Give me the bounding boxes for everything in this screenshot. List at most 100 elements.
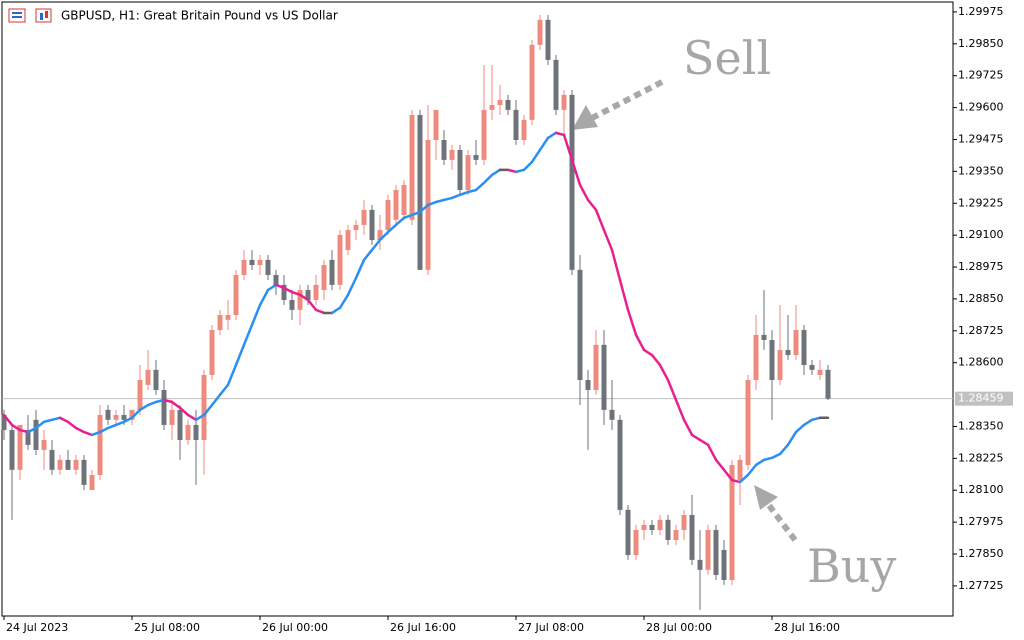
- ma-segment: [402, 213, 414, 220]
- ma-segment: [674, 398, 686, 422]
- candle-body: [657, 519, 663, 531]
- candle-body: [801, 330, 807, 365]
- ma-segment: [426, 200, 438, 207]
- candle-body: [665, 519, 671, 540]
- ma-segment: [474, 181, 486, 192]
- candle-body: [233, 274, 239, 315]
- candle-body: [321, 264, 327, 290]
- x-tick-label: 26 Jul 16:00: [390, 621, 456, 634]
- candle-body: [217, 314, 223, 331]
- ma-segment: [482, 173, 494, 185]
- x-tick-label: 25 Jul 08:00: [134, 621, 200, 634]
- ma-segment: [50, 416, 62, 422]
- candle-body: [201, 374, 207, 440]
- candle-body: [305, 289, 311, 300]
- ma-segment: [266, 283, 278, 292]
- ma-segment: [706, 443, 718, 462]
- candle-body: [105, 409, 111, 420]
- ma-segment: [490, 168, 502, 177]
- candle-body: [737, 459, 743, 481]
- ma-segment: [690, 433, 702, 442]
- ma-segment: [58, 416, 70, 424]
- ma-segment: [18, 428, 30, 434]
- candle-body: [561, 94, 567, 110]
- candle-body: [57, 459, 63, 470]
- x-tick-label: 28 Jul 00:00: [646, 621, 712, 634]
- ma-segment: [458, 190, 470, 197]
- candle-body: [169, 409, 175, 425]
- candle-body: [257, 259, 263, 265]
- candle-body: [65, 459, 71, 470]
- ma-segment: [610, 248, 622, 282]
- candle-body: [9, 430, 15, 470]
- candle-body: [505, 99, 511, 110]
- candle-body: [609, 409, 615, 420]
- sell-arrow: [572, 79, 664, 130]
- ma-segment: [698, 438, 710, 447]
- candle-body: [145, 369, 151, 385]
- ma-segment: [730, 478, 742, 484]
- candle-body: [545, 19, 551, 60]
- ma-segment: [186, 413, 198, 422]
- ma-segment: [170, 400, 182, 410]
- ma-segment: [98, 426, 110, 434]
- candle-body: [585, 380, 591, 390]
- candle-body: [649, 524, 655, 531]
- icon: [35, 8, 52, 23]
- candle-body: [1, 414, 7, 431]
- candle-body: [497, 99, 503, 106]
- ma-segment: [314, 308, 326, 315]
- ma-segment: [586, 198, 598, 212]
- candle-body: [369, 209, 375, 240]
- ma-segment: [778, 443, 790, 456]
- ma-segment: [218, 383, 230, 397]
- candle-body: [209, 330, 215, 375]
- y-tick-label: 1.28850: [958, 292, 1004, 305]
- candle-body: [153, 369, 159, 390]
- ma-segment: [138, 403, 150, 412]
- ma-segment: [802, 418, 814, 427]
- ma-segment: [194, 413, 206, 422]
- candle-body: [641, 524, 647, 531]
- candle-body: [617, 419, 623, 510]
- ma-segment: [82, 430, 94, 437]
- candle-body: [33, 419, 39, 450]
- candle-body: [705, 530, 711, 570]
- ma-segment: [570, 158, 582, 187]
- y-tick-label: 1.29975: [958, 5, 1004, 18]
- candle-body: [177, 409, 183, 440]
- candle-body: [465, 155, 471, 191]
- ma-segment: [554, 131, 566, 137]
- candle-body: [409, 115, 415, 220]
- candle-body: [673, 530, 679, 540]
- y-tick-label: 1.28975: [958, 260, 1004, 273]
- y-tick-label: 1.28225: [958, 451, 1004, 464]
- ma-segment: [506, 168, 518, 174]
- candle-body: [809, 364, 815, 370]
- candle-body: [377, 230, 383, 240]
- ma-segment: [658, 363, 670, 382]
- candle-body: [697, 559, 703, 570]
- ma-segment: [634, 333, 646, 352]
- y-tick-label: 1.29100: [958, 228, 1004, 241]
- ma-segment: [546, 131, 558, 140]
- ma-segment: [210, 393, 222, 407]
- ma-segment: [274, 283, 286, 290]
- ma-segment: [66, 420, 78, 430]
- candle-body: [289, 299, 295, 310]
- candle-body: [113, 414, 119, 420]
- icon: [12, 12, 22, 14]
- ma-segment: [762, 456, 774, 462]
- candle-body: [81, 459, 87, 485]
- ma-segment: [722, 468, 734, 482]
- candle-body: [577, 269, 583, 381]
- ma-segment: [794, 423, 806, 434]
- ma-segment: [146, 400, 158, 407]
- candle-body: [449, 149, 455, 160]
- ma-segment: [434, 198, 446, 204]
- candle-body: [761, 334, 767, 340]
- ma-segment: [26, 426, 38, 434]
- ma-segment: [522, 160, 534, 172]
